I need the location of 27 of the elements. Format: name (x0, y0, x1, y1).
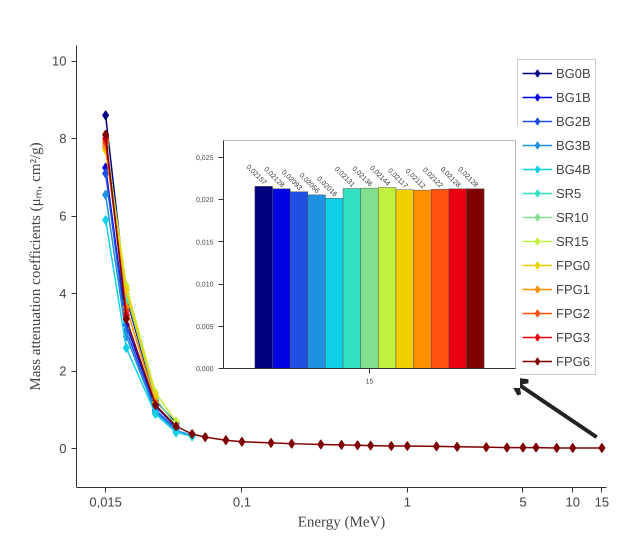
y-tick-label: 6 (59, 208, 67, 224)
x-tick-label: 1 (404, 494, 411, 510)
x-tick-label: 0,1 (232, 494, 251, 510)
x-tick-label: 15 (594, 494, 610, 510)
legend-label: SR10 (556, 208, 589, 226)
y-tick-label: 4 (59, 286, 67, 302)
legend-label: FPG3 (556, 328, 590, 346)
x-tick-label: 5 (519, 494, 527, 510)
y-tick-label: 8 (59, 131, 67, 146)
legend-label: FPG6 (556, 352, 590, 370)
legend-label: BG1B (556, 88, 591, 106)
legend-label: BG0B (556, 64, 591, 82)
y-tick-label: 0 (59, 441, 67, 456)
y-tick-label: 2 (59, 364, 67, 379)
legend-label: BG4B (556, 160, 591, 178)
legend-label: FPG1 (556, 280, 590, 298)
legend-label: SR5 (556, 184, 582, 202)
legend-label: BG2B (556, 112, 591, 130)
x-tick-label: 0,015 (89, 494, 122, 510)
legend-label: FPG0 (556, 256, 590, 274)
x-axis-title: Energy (MeV) (298, 514, 386, 530)
legend-label: BG3B (556, 136, 591, 154)
y-axis-title: Mass attenuation coefficients (μₘ, cm²/g) (28, 142, 44, 391)
legend-label: FPG2 (556, 304, 590, 322)
y-tick-label: 10 (52, 54, 67, 69)
legend-label: SR15 (556, 232, 589, 250)
x-tick-label: 10 (566, 494, 580, 510)
